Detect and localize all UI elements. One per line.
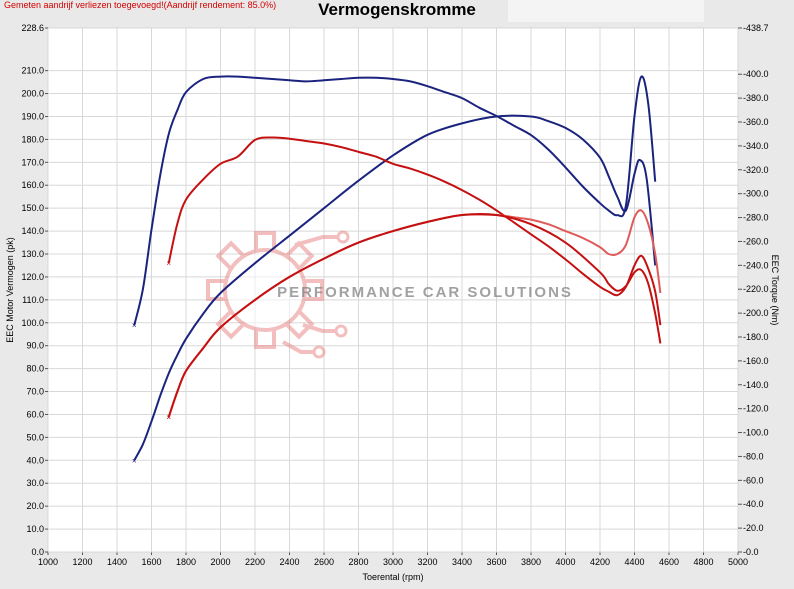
circuit-trace — [282, 340, 313, 354]
y-tick-label: 100.0 — [21, 318, 44, 328]
x-axis-label: Toerental (rpm) — [362, 572, 423, 582]
x-tick-label: 2000 — [210, 557, 230, 567]
x-tick-label: 1200 — [72, 557, 92, 567]
y-tick-label: 120.0 — [21, 272, 44, 282]
y-tick-label: 180.0 — [21, 134, 44, 144]
y-tick-label: 60.0 — [26, 409, 44, 419]
drive-loss-note: Gemeten aandrijf verliezen toegevoegd!(A… — [4, 0, 277, 10]
y2-tick-label: -200.0 — [743, 308, 769, 318]
y2-tick-label: -160.0 — [743, 356, 769, 366]
circuit-trace — [302, 323, 335, 333]
y2-tick-label: -320.0 — [743, 165, 769, 175]
y-tick-label: 130.0 — [21, 249, 44, 259]
series-line-0 — [133, 75, 657, 326]
y2-tick-label: -380.0 — [743, 93, 769, 103]
y2-tick-label: -140.0 — [743, 380, 769, 390]
y-tick-label: 40.0 — [26, 455, 44, 465]
y-tick-label: 150.0 — [21, 203, 44, 213]
x-tick-label: 4400 — [624, 557, 644, 567]
x-tick-label: 2400 — [279, 557, 299, 567]
x-tick-label: 4800 — [693, 557, 713, 567]
circuit-node — [336, 230, 350, 244]
y-tick-label: 228.6 — [21, 23, 44, 33]
y-tick-label: 110.0 — [22, 295, 44, 305]
x-tick-label: 3200 — [417, 557, 437, 567]
y-tick-label: 200.0 — [21, 89, 44, 99]
x-tick-label: 3800 — [521, 557, 541, 567]
y-tick-label: 90.0 — [26, 341, 44, 351]
y2-tick-label: -80.0 — [743, 451, 764, 461]
x-tick-label: 4200 — [590, 557, 610, 567]
circuit-trace — [294, 235, 337, 247]
y2-tick-label: -240.0 — [743, 260, 769, 270]
y-tick-label: 0.0 — [31, 547, 44, 557]
y2-tick-label: -360.0 — [743, 117, 769, 127]
x-tick-label: 4600 — [659, 557, 679, 567]
y2-tick-label: -60.0 — [743, 475, 764, 485]
y-tick-label: 30.0 — [26, 478, 44, 488]
y-tick-label: 140.0 — [21, 226, 44, 236]
y2-tick-label: -120.0 — [743, 404, 769, 414]
x-tick-label: 2200 — [245, 557, 265, 567]
y2-tick-label: -280.0 — [743, 213, 769, 223]
y2-tick-label: -220.0 — [743, 284, 769, 294]
y-tick-label: 10.0 — [26, 524, 44, 534]
y2-tick-label: -180.0 — [743, 332, 769, 342]
watermark-text: PERFORMANCE CAR SOLUTIONS — [277, 284, 573, 301]
x-tick-label: 2600 — [314, 557, 334, 567]
x-tick-label: 3000 — [383, 557, 403, 567]
series-line-1 — [133, 114, 657, 461]
series-start-marker-0: × — [132, 321, 137, 330]
series-start-marker-4: × — [166, 413, 171, 422]
y-tick-label: 190.0 — [21, 111, 44, 121]
series-start-marker-1: × — [132, 456, 137, 465]
title-background — [508, 0, 704, 22]
y2-tick-label: -340.0 — [743, 141, 769, 151]
x-tick-label: 2800 — [348, 557, 368, 567]
y2-tick-label: -0.0 — [743, 547, 759, 557]
series-start-marker-2: × — [166, 259, 171, 268]
gear-logo-icon — [206, 230, 350, 359]
x-tick-label: 1800 — [176, 557, 196, 567]
y-tick-label: 210.0 — [21, 66, 44, 76]
series-line-4 — [167, 213, 662, 418]
y-tick-label: 20.0 — [26, 501, 44, 511]
y2-tick-label: -20.0 — [743, 523, 764, 533]
chart-title: Vermogenskromme — [318, 0, 476, 19]
x-tick-label: 5000 — [728, 557, 748, 567]
y-tick-label: 50.0 — [26, 432, 44, 442]
y-tick-label: 70.0 — [26, 387, 44, 397]
y2-tick-label: -100.0 — [743, 428, 769, 438]
x-tick-label: 3400 — [452, 557, 472, 567]
y2-tick-label: -400.0 — [743, 69, 769, 79]
x-tick-label: 1000 — [38, 557, 58, 567]
y2-tick-label: -438.7 — [743, 23, 769, 33]
y2-tick-label: -260.0 — [743, 236, 769, 246]
x-tick-label: 4000 — [555, 557, 575, 567]
y-axis-label: EEC Motor Vermogen (pk) — [5, 237, 15, 343]
series-start-marker-3: × — [166, 413, 171, 422]
x-tick-label: 3600 — [486, 557, 506, 567]
y-tick-label: 170.0 — [21, 157, 44, 167]
circuit-node — [312, 345, 326, 359]
x-tick-label: 1600 — [141, 557, 161, 567]
y2-tick-label: -300.0 — [743, 189, 769, 199]
series-line-2 — [167, 136, 662, 326]
y2-axis-label: EEC Torque (Nm) — [770, 255, 780, 326]
circuit-node — [334, 324, 348, 338]
y2-tick-label: -40.0 — [743, 499, 764, 509]
y-tick-label: 80.0 — [26, 364, 44, 374]
x-tick-label: 1400 — [107, 557, 127, 567]
y-tick-label: 160.0 — [21, 180, 44, 190]
